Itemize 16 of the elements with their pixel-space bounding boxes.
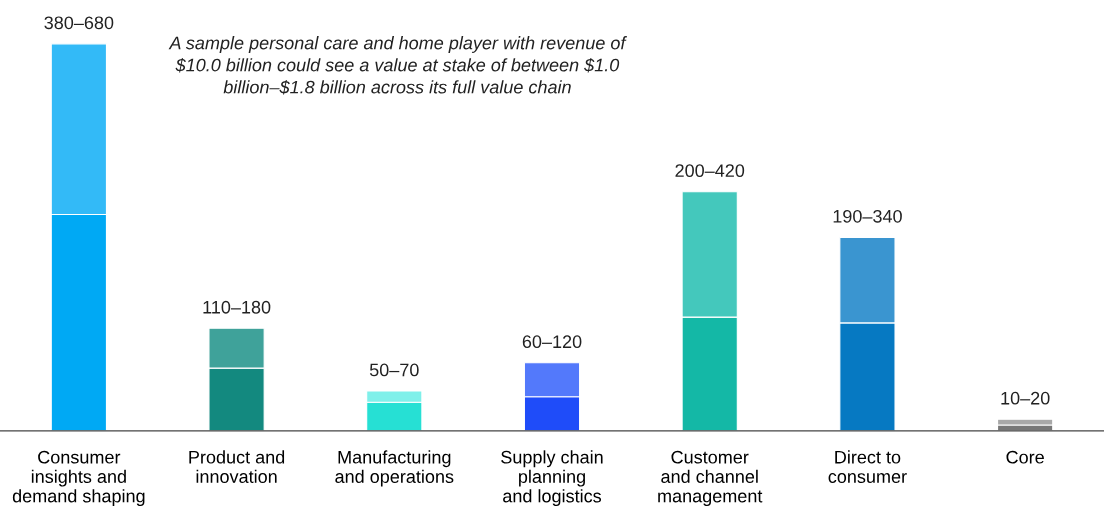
total-label: 50–70 xyxy=(369,363,419,377)
total-label: 60–120 xyxy=(522,335,582,349)
bar xyxy=(996,418,1054,426)
x-tick-label: Supply chain planning and logistics xyxy=(501,450,603,507)
annotation: A sample personal care and home player with revenue of $10.0 billion could see a value at stake of between $1.0 billion–$1.8 billion across its full value chain xyxy=(168,36,628,95)
total-label: 380–680 xyxy=(44,16,114,30)
x-tick-label: Consumer insights and demand shaping xyxy=(12,450,145,507)
total-label: 110–180 xyxy=(203,300,271,314)
x-tick-label: Direct to consumer xyxy=(828,450,907,484)
x-tick-label: Customer and channel management xyxy=(658,450,763,507)
x-tick-label: Manufacturing and operations xyxy=(335,450,454,487)
total-label: 200–420 xyxy=(675,164,745,178)
total-label: 10–20 xyxy=(1001,391,1050,405)
total-label: 190–340 xyxy=(833,209,902,223)
x-tick-label: Product and innovation xyxy=(189,450,285,484)
x-tick-label: Core xyxy=(1006,450,1044,464)
